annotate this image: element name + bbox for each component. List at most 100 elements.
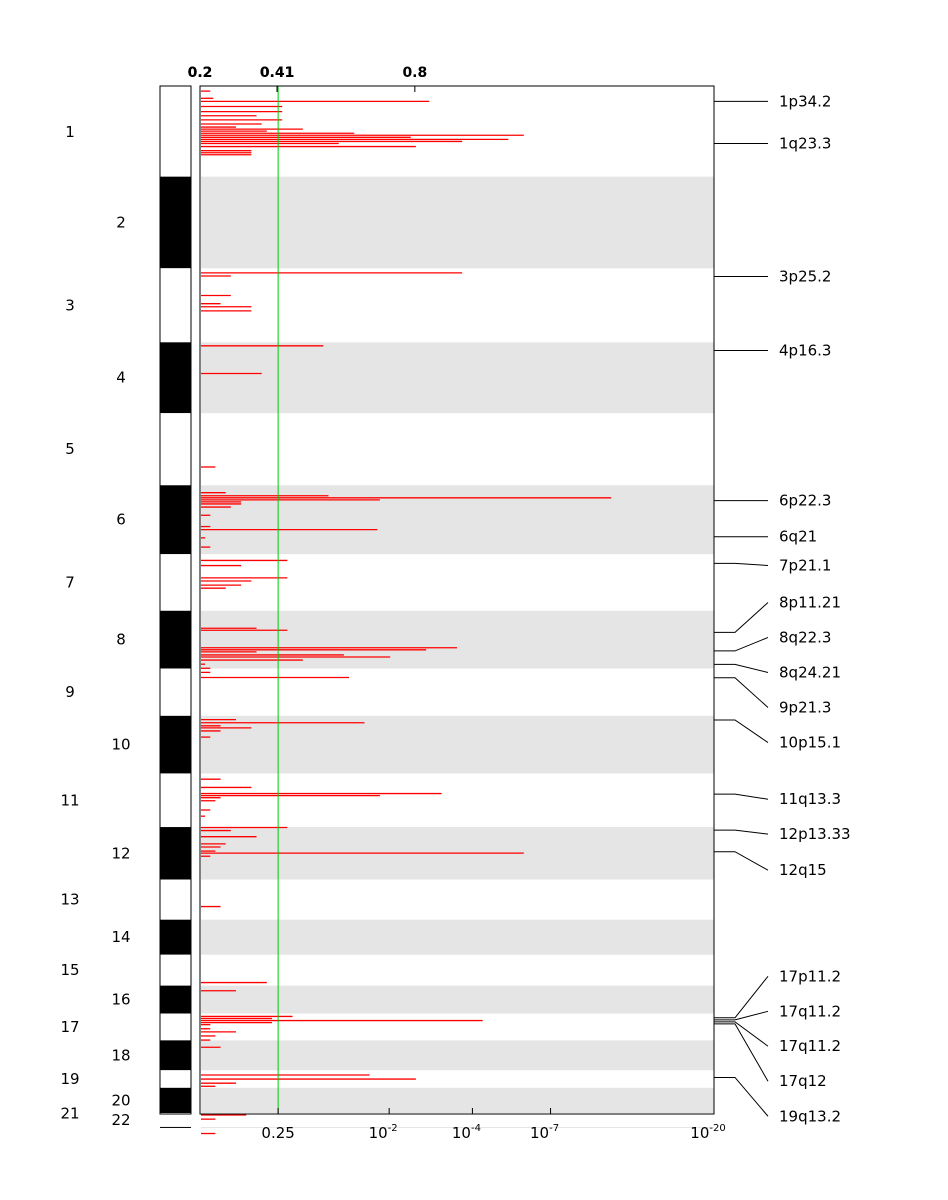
chromosome-label: 5 xyxy=(65,440,75,458)
chromosome-band-shade xyxy=(201,919,714,955)
annotation-leader-line xyxy=(714,829,769,835)
chromosome-label: 3 xyxy=(65,296,75,314)
annotation-leader-line xyxy=(714,793,769,800)
chromosome-label: 10 xyxy=(111,736,130,754)
top-tick-label: 0.2 xyxy=(188,65,213,81)
chromosome-label: 20 xyxy=(111,1091,130,1109)
bottom-tick-label: 0.25 xyxy=(261,1124,294,1142)
annotation-label: 17q12 xyxy=(779,1072,827,1090)
annotation-leader-line xyxy=(714,851,769,871)
ideogram-segment xyxy=(160,554,191,611)
chromosome-label: 19 xyxy=(60,1070,79,1088)
chromosome-band-shade xyxy=(201,342,714,414)
ideogram-segment xyxy=(160,919,191,955)
annotation-leader-line xyxy=(714,602,769,633)
annotation-label: 6p22.3 xyxy=(779,492,831,510)
top-tick-label: 0.41 xyxy=(260,65,295,81)
annotation-leader-line xyxy=(714,663,769,673)
annotation-label: 17q11.2 xyxy=(779,1037,841,1055)
ideogram-outline xyxy=(159,85,192,1115)
chromosome-band-shade xyxy=(201,485,714,555)
chromosome-band-shade xyxy=(201,985,714,1014)
chromosome-label: 1 xyxy=(65,123,75,141)
annotation-leader-line xyxy=(714,562,769,566)
ideogram-segment xyxy=(160,268,191,343)
ideogram-segment xyxy=(160,176,191,269)
annotation-label: 9p21.3 xyxy=(779,699,831,717)
chromosome-label: 4 xyxy=(116,369,126,387)
annotation-label: 7p21.1 xyxy=(779,556,831,574)
chromosome-band-shade xyxy=(201,176,714,269)
chromosome-ideogram xyxy=(159,85,192,1128)
ideogram-segment xyxy=(160,610,191,669)
chromosome-band-shade xyxy=(201,1087,714,1113)
bottom-axis-ticks: 0.25 10-2 10-4 10-7 10-20 xyxy=(261,1108,726,1142)
annotation-leader-line xyxy=(714,975,769,1019)
annotation-label: 11q13.3 xyxy=(779,790,841,808)
ideogram-segment xyxy=(160,1070,191,1088)
ideogram-segment xyxy=(160,1013,191,1041)
association-bars xyxy=(201,90,612,1135)
chromosome-label: 6 xyxy=(116,511,126,529)
ideogram-segment xyxy=(160,413,191,486)
chromosome-band-shade xyxy=(201,610,714,669)
chromosome-label: 22 xyxy=(111,1111,130,1129)
annotation-label: 1p34.2 xyxy=(779,92,831,110)
annotation-leader-line xyxy=(714,1076,769,1117)
chromosome-label: 9 xyxy=(65,683,75,701)
chromosome-shading-layer xyxy=(201,176,714,1128)
chromosome-label: 18 xyxy=(111,1046,130,1064)
annotation-label: 10p15.1 xyxy=(779,734,841,752)
ideogram-segment xyxy=(160,342,191,414)
bottom-tick-label: 10-4 xyxy=(452,1123,481,1142)
top-tick-label: 0.8 xyxy=(402,65,427,81)
chromosome-label: 8 xyxy=(116,631,126,649)
annotation-label: 17q11.2 xyxy=(779,1002,841,1020)
chromosome-label: 12 xyxy=(111,844,130,862)
chromosome-label: 16 xyxy=(111,991,130,1009)
top-tick-label: 0.41 xyxy=(260,65,295,81)
chromosome-label: 21 xyxy=(60,1104,79,1122)
locus-annotations: 1p34.2 1q23.3 3p25.2 4p16.3 6p22.3 6q21 7p21.1… xyxy=(714,92,851,1125)
chromosome-label: 17 xyxy=(60,1018,79,1036)
annotation-label: 17p11.2 xyxy=(779,967,841,985)
annotation-label: 3p25.2 xyxy=(779,267,831,285)
chromosome-label: 11 xyxy=(60,791,79,809)
top-axis-ticks: 0.20.2 0.410.41 0.8 xyxy=(188,65,427,92)
ideogram-segment xyxy=(160,1126,191,1128)
annotation-leader-line xyxy=(714,637,769,652)
annotation-label: 8p11.21 xyxy=(779,594,841,612)
annotation-label: 6q21 xyxy=(779,528,817,546)
annotation-leader-line xyxy=(714,1023,769,1082)
ideogram-segment xyxy=(160,827,191,880)
ideogram-segment xyxy=(160,773,191,828)
ideogram-segment xyxy=(160,1087,191,1113)
chromosome-band-shade xyxy=(201,715,714,774)
top-tick-label: 0.2 xyxy=(188,65,213,81)
annotation-leader-line xyxy=(714,1021,769,1047)
ideogram-segment xyxy=(160,715,191,774)
chromosome-band-shade xyxy=(201,1040,714,1071)
chromosome-label: 13 xyxy=(60,891,79,909)
annotation-label: 4p16.3 xyxy=(779,342,831,360)
bottom-tick-label: 10-2 xyxy=(369,1123,398,1142)
ideogram-segment xyxy=(160,985,191,1014)
annotation-label: 1q23.3 xyxy=(779,134,831,152)
chromosome-label: 15 xyxy=(60,961,79,979)
annotation-leader-line xyxy=(714,719,769,743)
bottom-tick-label: 10-7 xyxy=(530,1123,559,1142)
ideogram-segment xyxy=(160,87,191,177)
ideogram-segment xyxy=(160,668,191,716)
ideogram-segment xyxy=(160,879,191,920)
chromosome-band-shade xyxy=(201,1126,714,1128)
chromosome-label: 2 xyxy=(116,213,126,231)
chromosome-label: 14 xyxy=(111,928,130,946)
annotation-label: 12p13.33 xyxy=(779,825,851,843)
ideogram-segment xyxy=(160,485,191,555)
annotation-label: 19q13.2 xyxy=(779,1107,841,1125)
annotation-label: 8q22.3 xyxy=(779,628,831,646)
chromosome-label: 7 xyxy=(65,573,75,591)
annotation-leader-line xyxy=(714,1010,769,1021)
